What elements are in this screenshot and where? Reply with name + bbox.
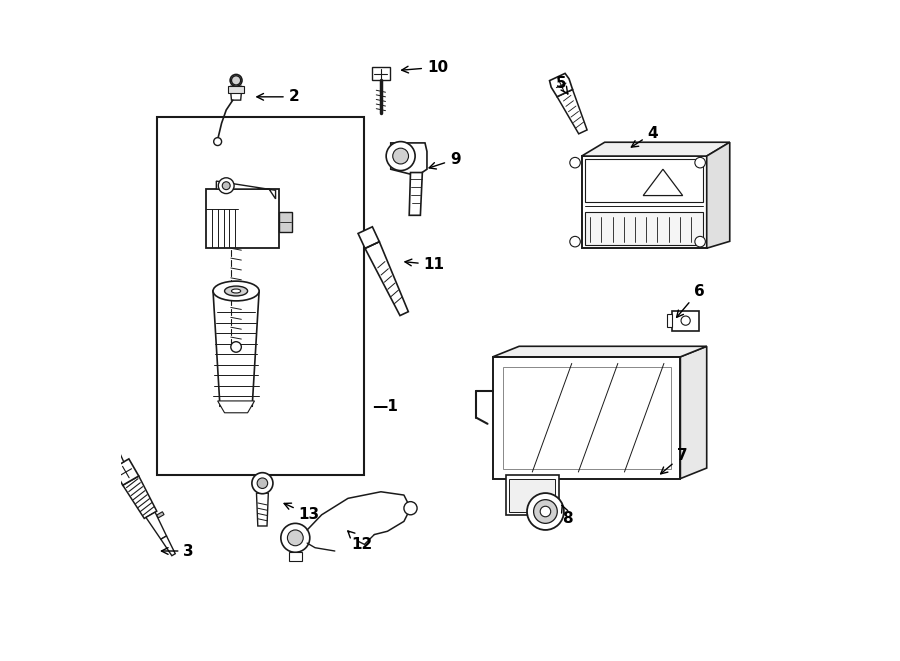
Polygon shape (667, 314, 672, 327)
Polygon shape (112, 459, 139, 485)
Polygon shape (372, 67, 390, 81)
Circle shape (570, 157, 580, 168)
Polygon shape (680, 346, 706, 479)
Text: 2: 2 (256, 89, 300, 104)
Polygon shape (256, 493, 268, 526)
Polygon shape (585, 159, 704, 202)
Circle shape (681, 316, 690, 325)
Polygon shape (146, 512, 166, 539)
Polygon shape (206, 189, 279, 249)
Circle shape (287, 530, 303, 546)
Circle shape (540, 506, 551, 517)
Polygon shape (218, 401, 255, 412)
Circle shape (281, 524, 310, 553)
Circle shape (252, 473, 273, 494)
Polygon shape (100, 430, 123, 465)
Circle shape (695, 237, 706, 247)
Text: 4: 4 (631, 126, 658, 147)
Polygon shape (161, 536, 176, 556)
Polygon shape (506, 475, 559, 515)
Polygon shape (365, 242, 409, 315)
Circle shape (570, 237, 580, 247)
Text: —1: —1 (373, 399, 398, 414)
Polygon shape (493, 346, 706, 357)
Circle shape (392, 148, 409, 164)
Ellipse shape (213, 281, 259, 301)
Polygon shape (706, 142, 730, 249)
Ellipse shape (231, 289, 240, 293)
Circle shape (404, 502, 417, 515)
Polygon shape (157, 512, 164, 518)
Polygon shape (493, 357, 680, 479)
Text: 13: 13 (284, 503, 319, 522)
Circle shape (695, 157, 706, 168)
Polygon shape (509, 479, 555, 512)
Circle shape (219, 178, 234, 194)
Polygon shape (279, 212, 292, 232)
Polygon shape (230, 87, 242, 100)
Circle shape (534, 500, 557, 524)
Circle shape (257, 478, 267, 488)
Circle shape (386, 141, 415, 171)
Polygon shape (122, 476, 157, 518)
Ellipse shape (225, 286, 248, 296)
Circle shape (222, 182, 230, 190)
Polygon shape (581, 156, 706, 249)
Circle shape (231, 76, 240, 85)
Polygon shape (585, 212, 704, 245)
Text: 9: 9 (429, 152, 461, 169)
Polygon shape (550, 73, 572, 97)
Polygon shape (644, 169, 683, 196)
Polygon shape (557, 89, 587, 134)
Polygon shape (410, 173, 422, 215)
Circle shape (230, 342, 241, 352)
Polygon shape (229, 87, 244, 93)
Polygon shape (503, 367, 670, 469)
Ellipse shape (230, 75, 242, 87)
Text: 11: 11 (405, 257, 445, 272)
Circle shape (527, 493, 564, 530)
Text: 5: 5 (555, 76, 568, 94)
Text: 12: 12 (347, 531, 373, 552)
Circle shape (213, 137, 221, 145)
Polygon shape (216, 181, 275, 199)
Text: 10: 10 (401, 59, 448, 75)
Polygon shape (289, 553, 302, 561)
Polygon shape (672, 311, 698, 330)
Bar (158, 116, 364, 475)
Polygon shape (581, 142, 730, 156)
Polygon shape (213, 291, 259, 407)
Polygon shape (358, 227, 379, 249)
Polygon shape (391, 143, 427, 176)
Text: 3: 3 (161, 543, 194, 559)
Text: 6: 6 (677, 284, 705, 317)
Text: 8: 8 (562, 505, 572, 525)
Text: 7: 7 (661, 448, 688, 474)
